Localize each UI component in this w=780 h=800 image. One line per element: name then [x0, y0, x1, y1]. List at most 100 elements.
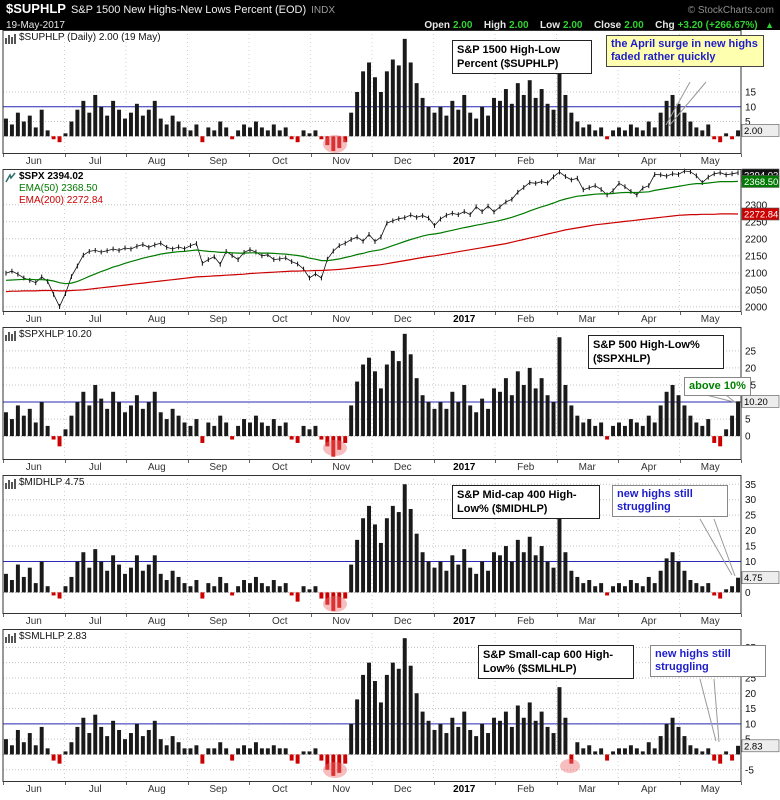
svg-text:0: 0 — [745, 588, 751, 599]
month-label: Jun — [25, 462, 42, 473]
svg-text:25: 25 — [745, 511, 757, 522]
month-label: Dec — [393, 156, 412, 167]
chart-header: $SUPHLP S&P 1500 New Highs-New Lows Perce… — [0, 0, 780, 31]
month-label: Sep — [209, 314, 228, 325]
open-value: 2.00 — [452, 20, 473, 31]
month-label: May — [700, 462, 720, 473]
spx-legend-ema200: EMA(200) 2272.84 — [19, 195, 103, 206]
annotation-callout: new highs still struggling — [650, 645, 766, 677]
axis-tick — [679, 782, 681, 785]
svg-text:2.00: 2.00 — [744, 126, 763, 137]
mini-chart-icon — [5, 330, 16, 341]
axis-tick — [618, 312, 619, 315]
svg-text:2272.84: 2272.84 — [744, 209, 778, 220]
axis-tick — [64, 460, 66, 463]
month-label: Jul — [88, 616, 102, 627]
up-arrow-icon: ▲ — [765, 20, 774, 30]
month-label: Mar — [578, 156, 596, 167]
month-label: Oct — [271, 462, 288, 473]
axis-tick — [310, 460, 312, 463]
svg-text:15: 15 — [745, 704, 757, 715]
month-label: Feb — [517, 314, 535, 325]
month-label: Jul — [88, 784, 102, 795]
axis-tick — [249, 782, 250, 785]
month-label: Jun — [25, 784, 42, 795]
svg-text:2050: 2050 — [745, 285, 768, 296]
svg-text:20: 20 — [745, 689, 757, 700]
annotation-callout: new highs still struggling — [612, 485, 728, 517]
month-label: Sep — [209, 616, 228, 627]
month-label: Nov — [332, 314, 351, 325]
svg-text:2100: 2100 — [745, 268, 768, 279]
month-label: 2017 — [453, 616, 476, 627]
svg-text:10.20: 10.20 — [744, 397, 768, 408]
spxhlp-histogram: 0515202510.20 — [2, 327, 780, 460]
svg-text:10: 10 — [745, 557, 757, 568]
month-label: Feb — [517, 784, 535, 795]
month-label: May — [700, 314, 720, 325]
svg-text:10: 10 — [745, 719, 757, 730]
panel-spx: 20002050210021502200225023002394.022368.… — [0, 168, 780, 327]
axis-tick — [433, 782, 435, 785]
svg-text:4.75: 4.75 — [744, 573, 763, 584]
svg-text:35: 35 — [745, 480, 757, 491]
chg-label: Chg — [655, 20, 675, 31]
month-label: Jun — [25, 314, 42, 325]
panel-label: $SUPHLP (Daily) 2.00 (19 May) — [19, 32, 161, 43]
month-label: Jul — [88, 156, 102, 167]
spx-legend: $SPX 2394.02 EMA(50) 2368.50 EMA(200) 22… — [19, 171, 103, 207]
svg-text:5: 5 — [745, 415, 751, 426]
axis-tick — [556, 312, 558, 315]
panel-label: $MIDHLP 4.75 — [19, 477, 85, 488]
mini-chart-icon — [5, 33, 16, 44]
exchange-label: INDX — [311, 5, 336, 16]
month-label: Mar — [578, 784, 596, 795]
svg-text:15: 15 — [745, 542, 757, 553]
chg-value: +3.20 (+266.67%) — [677, 20, 758, 31]
axis-tick — [249, 154, 250, 157]
month-label: Jun — [25, 156, 42, 167]
month-label: Aug — [147, 156, 166, 167]
axis-tick — [187, 460, 189, 463]
axis-tick — [433, 312, 435, 315]
low-label: Low — [540, 20, 561, 31]
svg-text:2300: 2300 — [745, 200, 768, 211]
svg-text:2150: 2150 — [745, 251, 768, 262]
axis-tick — [495, 154, 496, 157]
axis-tick — [126, 460, 127, 463]
axis-tick — [741, 460, 742, 463]
spx-legend-price: $SPX 2394.02 — [19, 171, 84, 182]
axis-tick — [372, 312, 373, 315]
annotation-note: S&P Small-cap 600 High-Low% ($SMLHLP) — [478, 645, 634, 679]
panel-smlhlp: -551015202530352.83 $SMLHLP 2.83 S&P Sma… — [0, 629, 780, 800]
month-label: Jun — [25, 616, 42, 627]
axis-tick — [372, 614, 373, 617]
month-label: Nov — [332, 462, 351, 473]
x-axis-months: Jun Jul Aug Sep Oct Nov Dec 2017 Feb Mar Apr May — [0, 154, 780, 169]
axis-tick — [741, 782, 742, 785]
axis-tick — [64, 154, 66, 157]
axis-tick — [3, 154, 4, 157]
svg-text:5: 5 — [745, 117, 751, 128]
spx-legend-ema50: EMA(50) 2368.50 — [19, 183, 98, 194]
x-axis-months: Jun Jul Aug Sep Oct Nov Dec 2017 Feb Mar Apr May — [0, 312, 780, 327]
svg-text:15: 15 — [745, 88, 757, 99]
axis-tick — [679, 460, 681, 463]
axis-tick — [556, 614, 558, 617]
month-label: Apr — [640, 784, 657, 795]
mini-chart-icon — [5, 172, 16, 183]
suphlp-histogram: 5 10 15 2.00 — [2, 30, 780, 154]
annotation-callout: above 10% — [684, 377, 751, 396]
axis-tick — [372, 154, 373, 157]
month-label: Jul — [88, 314, 102, 325]
month-label: 2017 — [453, 784, 476, 795]
axis-tick — [495, 614, 496, 617]
axis-tick — [618, 782, 619, 785]
high-value: 2.00 — [509, 20, 529, 31]
month-label: Mar — [578, 462, 596, 473]
month-label: Dec — [393, 616, 412, 627]
symbol: $SUPHLP — [6, 1, 66, 16]
close-label: Close — [593, 20, 622, 31]
x-axis-months: Jun Jul Aug Sep Oct Nov Dec 2017 Feb Mar Apr May — [0, 782, 780, 800]
axis-tick — [3, 614, 4, 617]
